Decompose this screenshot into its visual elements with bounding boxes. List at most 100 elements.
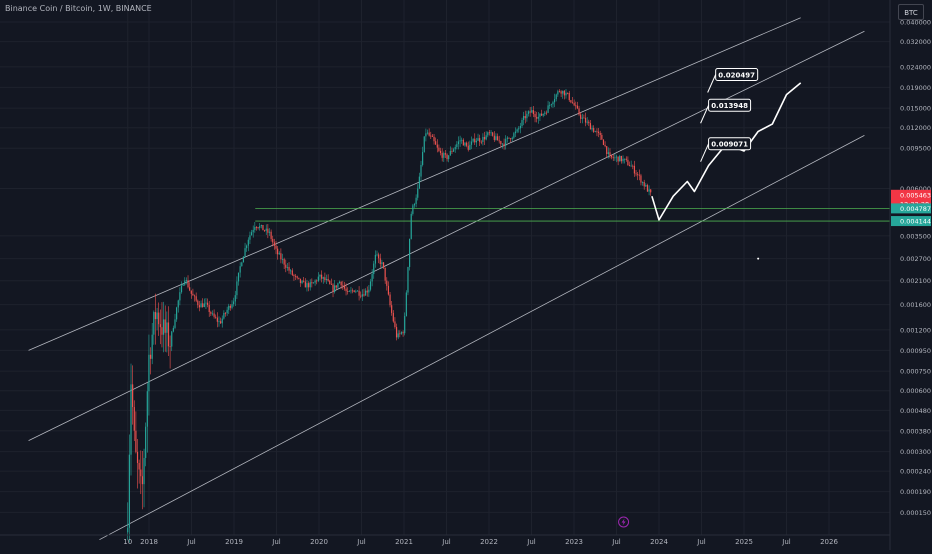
candle-body [417, 188, 419, 198]
marker-dot [757, 257, 760, 260]
candle-body [500, 141, 502, 145]
candle-body [614, 157, 616, 159]
candle-body [540, 113, 543, 116]
candle-body [277, 248, 279, 255]
candle-body [607, 152, 609, 154]
time-tick-label: Jul [271, 538, 281, 546]
candle-body [205, 302, 207, 304]
candle-body [180, 285, 183, 293]
candle-body [172, 327, 174, 332]
candle-body [633, 165, 636, 174]
annotation-label: 0.009071 [711, 141, 748, 149]
lightning-icon [618, 516, 630, 528]
candle-body [304, 281, 306, 288]
candle-body [164, 319, 166, 333]
candle-body [470, 141, 473, 145]
candle-body [239, 266, 241, 273]
candle-body [369, 281, 372, 290]
price-badge [891, 216, 931, 227]
price-tick-label: 0.015000 [900, 105, 931, 113]
candle-body [203, 303, 205, 308]
price-tick-label: 0.000380 [900, 427, 931, 435]
candle-body [332, 284, 334, 292]
candle-body [568, 92, 570, 101]
currency-button[interactable]: BTC [898, 4, 924, 20]
candle-body [247, 239, 249, 246]
candle-body [418, 176, 420, 189]
time-tick-label: 2025 [735, 538, 753, 546]
candle-body [495, 136, 497, 140]
candle-body [259, 226, 261, 228]
candle-body [190, 290, 192, 294]
candle-body [156, 312, 158, 320]
candle-body [148, 354, 150, 392]
price-badge [891, 203, 931, 214]
candle-body [338, 281, 341, 284]
candle-body [384, 267, 386, 281]
candle-body [311, 282, 313, 284]
candle-body [498, 140, 500, 142]
candle-body [348, 291, 350, 292]
candle-body [444, 153, 447, 155]
annotation-pointer [700, 143, 710, 162]
candle-body [395, 327, 398, 338]
candle-body [597, 131, 600, 134]
candle-body [394, 321, 396, 328]
candle-body [325, 279, 328, 281]
time-tick-label: 2022 [480, 538, 498, 546]
candle-body [602, 139, 605, 145]
candle-body [397, 333, 399, 338]
candle-body [640, 175, 642, 183]
price-axis-panel [890, 0, 932, 550]
candle-body [565, 92, 567, 96]
candle-body [223, 312, 225, 319]
candle-body [407, 267, 409, 293]
candle-body [373, 263, 375, 275]
candle-body [578, 108, 580, 115]
candle-body [329, 280, 331, 284]
candle-body [290, 270, 292, 272]
candle-body [529, 111, 531, 113]
candle-body [650, 189, 652, 193]
candle-body [513, 133, 515, 138]
candle-body [576, 105, 578, 109]
candle-body [347, 291, 349, 292]
candle-body [221, 318, 223, 324]
candle-body [288, 266, 290, 271]
candle-body [255, 227, 258, 228]
candle-body [514, 131, 517, 134]
time-tick-label: Jul [696, 538, 706, 546]
candle-body [475, 140, 477, 143]
candle-body [462, 139, 464, 146]
candle-body [206, 302, 209, 305]
candle-body [337, 283, 339, 288]
candle-body [624, 158, 626, 160]
candle-body [285, 264, 287, 268]
price-tick-label: 0.040000 [900, 19, 931, 27]
candle-body [278, 253, 280, 255]
price-tick-label: 0.012000 [900, 124, 931, 132]
candle-body [516, 129, 518, 132]
candle-body [141, 476, 144, 485]
candle-body [596, 131, 598, 133]
candle-body [400, 332, 403, 334]
candle-body [493, 135, 495, 140]
candle-body [236, 281, 238, 296]
price-tick-label: 0.002100 [900, 277, 931, 285]
candle-body [281, 259, 284, 260]
candle-body [291, 270, 293, 275]
candle-body [250, 232, 253, 236]
candles [127, 89, 652, 543]
candle-body [140, 469, 142, 477]
candle-body [316, 280, 318, 282]
candle-body [646, 185, 649, 192]
candle-body [306, 283, 308, 288]
candle-body [286, 266, 289, 268]
candle-body [611, 155, 613, 158]
candle-body [391, 305, 393, 313]
candle-body [594, 131, 596, 133]
time-tick-label: 2024 [650, 538, 668, 546]
candle-body [343, 285, 346, 289]
